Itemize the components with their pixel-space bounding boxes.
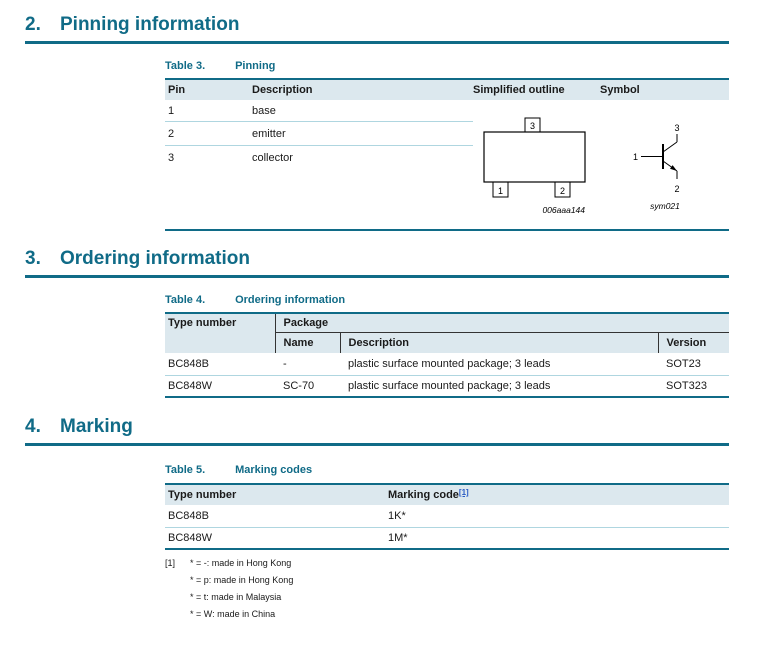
marking-codes-table: Type number Marking code[1] BC848B 1K* B… <box>165 483 729 550</box>
cell-version: SOT323 <box>666 379 707 392</box>
table4-header-row-1: Type number Package <box>165 313 729 353</box>
cell-package-name: SC-70 <box>283 379 315 392</box>
table5-caption: Table 5. Marking codes <box>165 464 312 476</box>
table5-caption-title: Marking codes <box>235 464 313 476</box>
outline-pin1-label: 1 <box>498 186 503 196</box>
footnote-line: * = t: made in Malaysia <box>165 589 585 606</box>
table-row: BC848B - plastic surface mounted package… <box>165 353 729 376</box>
col-header-pin: Pin <box>165 79 252 100</box>
col-header-description: Description <box>339 332 658 353</box>
table3-header-row: Pin Description Simplified outline Symbo… <box>165 79 729 100</box>
cell-type-number: BC848W <box>168 531 213 544</box>
col-header-marking-code: Marking code[1] <box>388 484 729 505</box>
cell-type-number: BC848W <box>168 379 213 392</box>
col-header-simplified-outline: Simplified outline <box>473 79 600 100</box>
symbol-base-label: 1 <box>633 152 638 162</box>
section-heading-pinning: 2. Pinning information <box>25 14 729 44</box>
cell-simplified-outline: 3 1 2 006aaa144 <box>473 100 600 230</box>
col-header-type-number: Type number <box>165 484 388 505</box>
table5-header-row: Type number Marking code[1] <box>165 484 729 505</box>
cell-description: base <box>252 100 473 123</box>
cell-marking-code: 1K* <box>388 505 729 528</box>
cell-package-description: plastic surface mounted package; 3 leads <box>340 353 658 376</box>
footnotes-block: [1] * = -: made in Hong Kong * = p: made… <box>165 555 585 623</box>
col-header-symbol: Symbol <box>600 79 729 100</box>
cell-type-number: BC848B <box>165 505 388 528</box>
cell-description: collector <box>252 151 293 164</box>
table4-caption-title: Ordering information <box>235 294 346 306</box>
table-row: BC848W SC-70 plastic surface mounted pac… <box>165 375 729 397</box>
symbol-figure-id: sym021 <box>650 201 680 211</box>
table4-container: Type number Package Name Description Ver… <box>165 312 729 398</box>
table5-caption-label: Table 5. <box>165 464 206 476</box>
footnote-text: * = -: made in Hong Kong <box>190 558 292 568</box>
section-title: Ordering information <box>60 248 250 269</box>
table-row: BC848W 1M* <box>165 527 729 549</box>
section-number: 4. <box>25 416 41 437</box>
ordering-table: Type number Package Name Description Ver… <box>165 312 729 398</box>
outline-figure-id: 006aaa144 <box>542 205 585 215</box>
section-number: 2. <box>25 14 41 35</box>
symbol-collector-label: 3 <box>674 123 679 133</box>
cell-type-number: BC848B <box>165 353 275 376</box>
table3-caption-label: Table 3. <box>165 60 206 72</box>
col-header-package: Package <box>274 313 729 333</box>
marking-code-label: Marking code <box>388 489 459 501</box>
cell-package-description: plastic surface mounted package; 3 leads <box>348 379 551 392</box>
sot23-outline-drawing: 3 1 2 006aaa144 <box>483 117 586 215</box>
section-heading-ordering: 3. Ordering information <box>25 248 729 278</box>
footnote-text: * = t: made in Malaysia <box>190 592 282 602</box>
table4-header-row-2: Name Description Version <box>165 332 729 353</box>
table5-container: Type number Marking code[1] BC848B 1K* B… <box>165 483 729 550</box>
cell-pin: 2 <box>165 121 252 147</box>
footnote-ref-link[interactable]: [1] <box>458 488 469 497</box>
outline-pin2-label: 2 <box>560 186 565 196</box>
cell-symbol: 3 1 2 sym021 <box>600 100 729 230</box>
cell-package-name: - <box>275 353 340 376</box>
footnote-line: * = W: made in China <box>165 606 585 623</box>
col-header-type-number: Type number <box>165 313 275 353</box>
col-header-version: Version <box>657 332 729 353</box>
table-row: 3 collector <box>165 146 729 170</box>
table-row: 2 emitter <box>165 121 729 147</box>
section-number: 3. <box>25 248 41 269</box>
section-title: Pinning information <box>60 14 240 35</box>
cell-version: SOT23 <box>658 353 729 376</box>
footnote-text: * = p: made in Hong Kong <box>190 575 294 585</box>
symbol-emitter-label: 2 <box>674 184 679 194</box>
footnote-line: [1] * = -: made in Hong Kong <box>165 555 585 572</box>
table4-caption-label: Table 4. <box>165 294 206 306</box>
section-heading-marking: 4. Marking <box>25 416 729 446</box>
col-header-description: Description <box>252 79 473 100</box>
section-title: Marking <box>60 416 133 437</box>
table4-caption: Table 4. Ordering information <box>165 294 345 306</box>
table3-container: Pin Description Simplified outline Symbo… <box>165 78 729 231</box>
cell-description: emitter <box>252 121 473 147</box>
table3-caption: Table 3. Pinning <box>165 60 275 72</box>
footnote-marker: [1] <box>165 558 176 568</box>
footnote-text: * = W: made in China <box>190 609 276 619</box>
cell-pin: 3 <box>168 151 175 164</box>
footnote-line: * = p: made in Hong Kong <box>165 572 585 589</box>
cell-marking-code: 1M* <box>388 531 408 544</box>
table-row: 1 base 3 1 2 006aaa144 <box>165 100 729 215</box>
pinning-table: Pin Description Simplified outline Symbo… <box>165 78 729 231</box>
table3-caption-title: Pinning <box>235 60 276 72</box>
outline-pin3-label: 3 <box>530 121 535 131</box>
table-row: BC848B 1K* <box>165 505 729 528</box>
col-header-name: Name <box>274 332 340 353</box>
npn-transistor-symbol: 3 1 2 sym021 <box>633 123 680 211</box>
cell-pin: 1 <box>165 100 252 123</box>
